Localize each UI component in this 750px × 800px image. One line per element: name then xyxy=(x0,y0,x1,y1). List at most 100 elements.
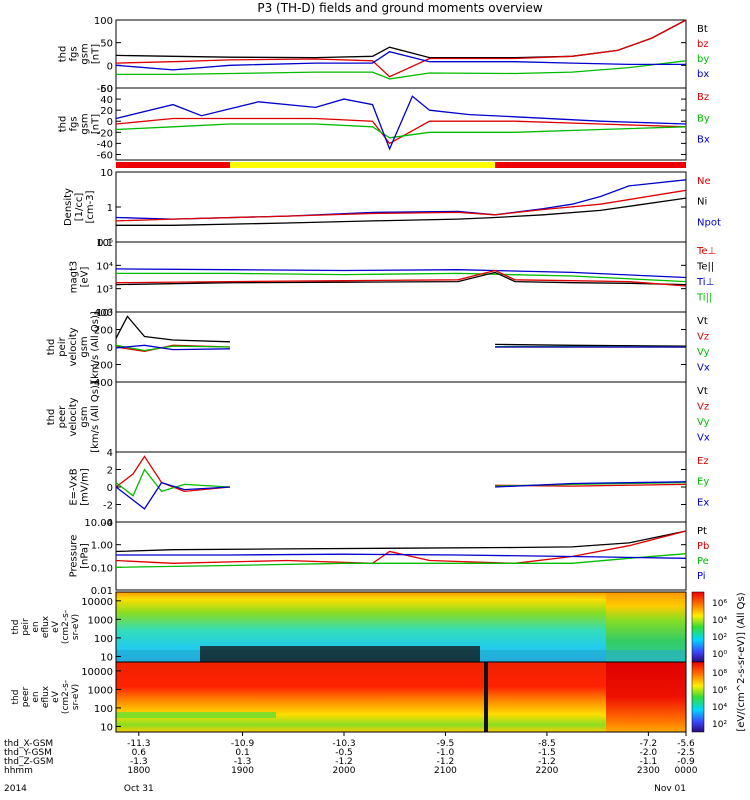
y-tick-label: -4 xyxy=(103,518,113,529)
series-line-Ez xyxy=(115,455,231,493)
y-axis-label: gsm xyxy=(80,113,91,134)
y-tick-label: 60 xyxy=(100,84,113,95)
series-line-Ne xyxy=(115,189,687,222)
y-axis-label: [nT] xyxy=(91,44,102,64)
y-axis-label: peir xyxy=(57,336,68,356)
y-axis-label: gsm xyxy=(80,43,91,64)
series-line-Ti⊥ xyxy=(115,268,687,279)
x-row-value: -7.2 xyxy=(640,739,658,749)
colorbar-tick-label: 10² xyxy=(712,720,727,730)
y-tick-label: 0 xyxy=(107,117,113,128)
legend-entry: Vx xyxy=(697,363,710,374)
y-axis-label: [km/s (All Qs)] xyxy=(90,381,101,453)
y-axis-label: sr-eV) xyxy=(71,684,81,710)
y-tick-label: 1 xyxy=(107,203,113,214)
colorbar-tick-label: 10⁰ xyxy=(712,650,727,660)
panel-temperature: 10² 10³ 10⁴ 10⁵ magt3 [eV] Te⊥ Te|| Ti⊥ Ti|| xyxy=(69,238,717,319)
legend-entry: Ex xyxy=(697,497,709,508)
x-row-value: -9.5 xyxy=(437,739,455,749)
series-line-Ex xyxy=(495,481,687,488)
y-tick-label: 10.00 xyxy=(84,518,113,529)
panel-pressure: 0.01 0.10 1.00 10.00 Pressure [nPa] Pt Pb Pe Pi xyxy=(69,518,710,597)
colorbar-tick-label: 10² xyxy=(712,633,727,643)
axis-ion-spectrogram: 10 100 1000 10000 thd peir en eflux eV (cm2-s-sr-… xyxy=(11,597,121,663)
y-tick-label: 0.1 xyxy=(97,238,113,249)
series-line-Pi xyxy=(116,553,687,559)
x-row-value: -1.2 xyxy=(437,757,455,767)
x-row-label: hhmm xyxy=(4,766,33,776)
colorbar-tick-label: 10⁴ xyxy=(712,703,727,713)
y-tick-label: 2 xyxy=(107,466,113,477)
legend-entry: Vz xyxy=(697,332,709,343)
y-tick-label: 0 xyxy=(107,343,113,354)
y-axis-label: eV xyxy=(51,690,61,703)
y-tick-label: 400 xyxy=(94,308,113,319)
status-segment xyxy=(116,162,230,168)
ele-spec-frame xyxy=(115,661,687,733)
series-line-Te|| xyxy=(115,271,687,286)
y-axis-label: (cm2-s- xyxy=(61,680,71,714)
y-axis-label: [nPa] xyxy=(80,543,91,569)
x-row-value: -11.3 xyxy=(127,739,150,749)
ion-spec-black-band xyxy=(200,646,480,662)
x-row-label: thd_Z-GSM xyxy=(4,757,53,767)
y-tick-label: 0.10 xyxy=(91,563,113,574)
series-line-Te⊥ xyxy=(115,269,687,287)
x-row-value: 1800 xyxy=(127,766,150,776)
y-tick-label: -60 xyxy=(97,150,113,161)
y-axis-label: Density xyxy=(63,188,74,226)
y-tick-label: 40 xyxy=(100,95,113,106)
y-tick-label: 0 xyxy=(107,61,113,72)
y-tick-label: 100 xyxy=(94,16,113,27)
x-row-value: -10.9 xyxy=(231,739,255,749)
y-axis-label: en xyxy=(31,691,41,702)
y-tick-label: 0 xyxy=(107,483,113,494)
legend-entry: Bz xyxy=(697,92,709,103)
electron-spectrogram xyxy=(115,661,687,733)
legend-entry: Bx xyxy=(697,135,710,146)
y-tick-label: 10 xyxy=(100,722,113,733)
series-line-Ex xyxy=(115,481,231,510)
y-tick-label: -200 xyxy=(90,361,113,372)
y-axis-label: peer xyxy=(21,686,31,707)
x-row-value: -1.3 xyxy=(130,757,148,767)
y-tick-label: 10000 xyxy=(81,667,113,678)
series-line-Pe xyxy=(115,553,687,568)
series-line-Vt xyxy=(495,343,687,347)
y-tick-label: 10⁴ xyxy=(96,261,113,272)
legend-entry: Ez xyxy=(697,456,709,467)
x-row-value: -0.9 xyxy=(677,757,695,767)
y-axis-label: [eV] xyxy=(80,267,91,288)
y-axis-label: velocity xyxy=(68,327,79,366)
x-row-value: -1.5 xyxy=(538,748,556,758)
x-row-label: thd_X-GSM xyxy=(4,739,53,749)
x-row-value: -0.5 xyxy=(335,748,353,758)
y-axis-label: [nT] xyxy=(91,114,102,134)
series-line-Vy xyxy=(115,344,231,352)
axis-electron-spectrogram: 10 100 1000 10000 thd peer en eflux eV (cm2-s-sr-… xyxy=(11,667,121,733)
y-tick-label: 10³ xyxy=(96,285,113,296)
legend-entry: bx xyxy=(697,69,709,80)
y-axis-label: thd xyxy=(46,409,57,426)
y-tick-label: 1.00 xyxy=(91,541,113,552)
x-row-value: 1900 xyxy=(231,766,254,776)
legend-entry: Vy xyxy=(697,417,710,428)
y-tick-label: 50 xyxy=(100,39,113,50)
colorbar-tick-label: 10⁶ xyxy=(712,686,727,696)
series-line-Vt xyxy=(115,315,231,343)
y-tick-label: 1000 xyxy=(88,685,113,696)
y-tick-label: 10 xyxy=(100,168,113,179)
legend-entry: Ni xyxy=(697,197,707,208)
panel-frame xyxy=(115,171,687,243)
y-axis-label: (cm2-s- xyxy=(61,610,71,644)
x-row-value: -1.3 xyxy=(234,757,252,767)
y-tick-label: -50 xyxy=(97,84,113,95)
panel-ion-velocity: -400 -200 0 200 400 thd peir velocity gsm [km/s (… xyxy=(46,308,710,389)
x-row-value: -1.0 xyxy=(437,748,455,758)
y-tick-label: 100 xyxy=(94,634,113,645)
y-axis-label: fgs xyxy=(69,116,80,131)
y-axis-label: magt3 xyxy=(69,261,80,294)
